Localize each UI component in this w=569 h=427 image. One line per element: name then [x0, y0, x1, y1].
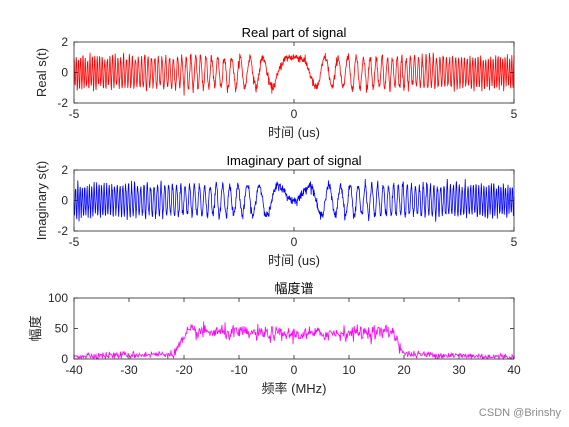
x-tick-label: -5 — [69, 235, 80, 249]
y-tick-label: 0 — [61, 352, 68, 366]
watermark: CSDN @Brinshy — [478, 407, 561, 419]
x-tick-label: -5 — [69, 107, 80, 121]
x-tick-label: 40 — [507, 363, 521, 377]
y-axis-label: Real s(t) — [34, 48, 49, 97]
y-tick-label: -2 — [57, 96, 68, 110]
chart-title: 幅度谱 — [274, 281, 313, 296]
y-tick-label: -2 — [57, 224, 68, 238]
x-tick-label: 30 — [452, 363, 466, 377]
x-tick-label: -10 — [230, 363, 248, 377]
x-axis-label: 频率 (MHz) — [262, 381, 327, 396]
y-tick-label: 0 — [61, 66, 68, 80]
x-axis-label: 时间 (us) — [268, 253, 320, 268]
x-tick-label: 20 — [397, 363, 411, 377]
x-tick-label: 0 — [291, 235, 298, 249]
y-axis-label: 幅度 — [28, 315, 43, 341]
y-tick-label: 50 — [55, 322, 69, 336]
y-axis-label: Imaginary s(t) — [34, 161, 49, 240]
chart-title: Imaginary part of signal — [226, 153, 361, 168]
series-line-2-1 — [73, 178, 515, 222]
y-tick-label: 100 — [48, 291, 68, 305]
y-tick-label: 2 — [61, 163, 68, 177]
x-tick-label: 0 — [291, 107, 298, 121]
x-tick-label: 5 — [511, 107, 518, 121]
axes-box — [73, 297, 515, 360]
x-tick-label: 0 — [291, 363, 298, 377]
x-tick-label: 5 — [511, 235, 518, 249]
subplot-2: -5 0 5 2 0 -2 Imaginary part of signal 时间 (us) I… — [34, 153, 518, 268]
series-line-1-1 — [73, 52, 515, 96]
chart-title: Real part of signal — [242, 25, 347, 40]
subplot-1: -5 0 5 2 0 -2 Real part of signal 时间 (us) Real s… — [34, 25, 518, 140]
x-tick-label: -20 — [175, 363, 193, 377]
y-tick-label: 2 — [61, 35, 68, 49]
y-tick-label: 0 — [61, 194, 68, 208]
x-tick-label: -30 — [120, 363, 138, 377]
x-axis-label: 时间 (us) — [268, 125, 320, 140]
x-tick-label: 10 — [342, 363, 356, 377]
series-line-3-1 — [73, 321, 515, 361]
axes-box — [73, 41, 515, 104]
x-tick-label: -40 — [65, 363, 83, 377]
